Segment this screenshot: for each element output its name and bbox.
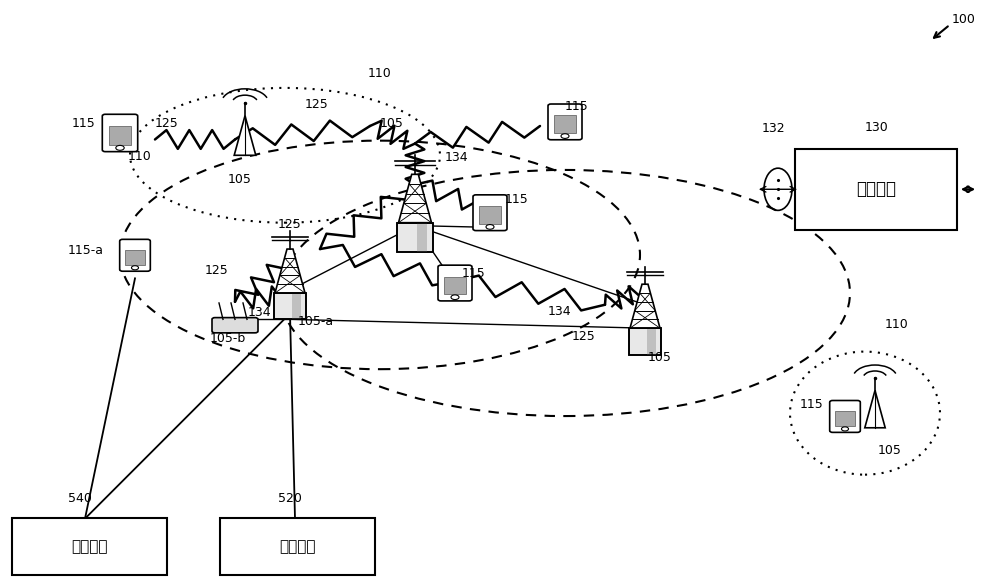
Text: 125: 125 — [155, 117, 179, 130]
Text: 134: 134 — [445, 151, 469, 164]
Text: 125: 125 — [278, 219, 302, 231]
Text: 115: 115 — [505, 193, 529, 206]
Circle shape — [486, 224, 494, 229]
FancyBboxPatch shape — [830, 400, 860, 432]
Text: 132: 132 — [762, 122, 786, 135]
FancyBboxPatch shape — [473, 195, 507, 230]
Text: 115-a: 115-a — [68, 244, 104, 257]
FancyBboxPatch shape — [795, 149, 957, 230]
Circle shape — [841, 427, 849, 431]
Text: 105-a: 105-a — [298, 315, 334, 328]
FancyBboxPatch shape — [629, 328, 661, 355]
Polygon shape — [865, 390, 885, 428]
Polygon shape — [234, 116, 256, 155]
FancyBboxPatch shape — [212, 318, 258, 333]
Text: 134: 134 — [548, 305, 572, 318]
Bar — [444, 277, 466, 294]
Bar — [109, 126, 131, 145]
Circle shape — [116, 145, 124, 151]
Text: 通信组件: 通信组件 — [71, 539, 108, 554]
FancyBboxPatch shape — [12, 518, 167, 575]
FancyBboxPatch shape — [647, 328, 656, 355]
Text: 520: 520 — [278, 492, 302, 505]
FancyBboxPatch shape — [120, 239, 150, 271]
Text: 110: 110 — [128, 150, 152, 163]
Text: 105: 105 — [648, 352, 672, 364]
Bar — [125, 250, 145, 265]
FancyBboxPatch shape — [274, 293, 306, 319]
FancyBboxPatch shape — [417, 223, 427, 252]
Text: 100: 100 — [952, 13, 976, 26]
Text: 105: 105 — [878, 444, 902, 457]
Circle shape — [131, 265, 139, 270]
Text: 通信组件: 通信组件 — [279, 539, 316, 554]
Polygon shape — [630, 284, 660, 328]
Text: 110: 110 — [885, 318, 909, 331]
Text: 115: 115 — [462, 267, 486, 280]
FancyBboxPatch shape — [548, 104, 582, 139]
Text: 125: 125 — [305, 98, 329, 111]
Text: 115: 115 — [800, 398, 824, 411]
Text: 130: 130 — [865, 121, 889, 134]
Text: 110: 110 — [368, 67, 392, 80]
Polygon shape — [398, 175, 432, 223]
Text: 115: 115 — [565, 100, 589, 113]
Bar — [479, 206, 501, 224]
Text: 125: 125 — [572, 330, 596, 343]
FancyBboxPatch shape — [397, 223, 433, 252]
Bar — [554, 115, 576, 133]
Text: 115: 115 — [72, 117, 96, 130]
FancyBboxPatch shape — [438, 265, 472, 301]
Text: 核心网络: 核心网络 — [856, 180, 896, 198]
FancyBboxPatch shape — [220, 518, 375, 575]
Text: 134: 134 — [248, 306, 272, 319]
Polygon shape — [275, 249, 305, 293]
Text: 105-b: 105-b — [210, 332, 246, 345]
Bar — [835, 411, 855, 427]
FancyBboxPatch shape — [102, 114, 138, 152]
Circle shape — [561, 134, 569, 138]
Text: 105: 105 — [380, 117, 404, 130]
FancyBboxPatch shape — [292, 293, 301, 319]
Text: 540: 540 — [68, 492, 92, 505]
Text: 105: 105 — [228, 173, 252, 186]
Text: 125: 125 — [205, 264, 229, 277]
Circle shape — [451, 295, 459, 299]
